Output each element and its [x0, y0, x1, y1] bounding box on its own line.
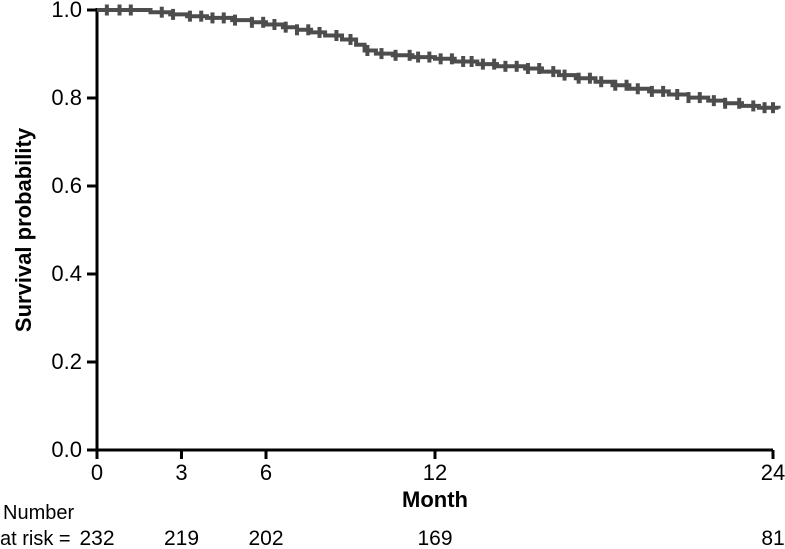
y-tick-label: 0.0 [51, 437, 82, 462]
x-axis-title: Month [402, 487, 468, 512]
risk-table-label-line2: at risk = [0, 528, 71, 549]
y-axis-title: Survival probability [11, 127, 36, 333]
y-tick-label: 0.2 [51, 349, 82, 374]
risk-count: 169 [417, 527, 453, 549]
y-tick-label: 1.0 [51, 0, 82, 22]
x-tick-label: 3 [175, 460, 188, 485]
y-tick-label: 0.8 [51, 85, 82, 110]
risk-count: 219 [163, 527, 200, 549]
risk-count: 232 [79, 527, 115, 549]
x-tick-label: 24 [760, 460, 785, 485]
x-tick-label: 0 [90, 460, 104, 485]
y-tick-label: 0.6 [51, 173, 82, 198]
y-tick-label: 0.4 [51, 261, 82, 286]
x-tick-label: 6 [259, 460, 273, 485]
risk-table-label-line1: Number [3, 502, 75, 524]
risk-count: 81 [761, 527, 785, 549]
risk-count: 202 [248, 527, 284, 549]
x-tick-label: 12 [422, 460, 448, 485]
